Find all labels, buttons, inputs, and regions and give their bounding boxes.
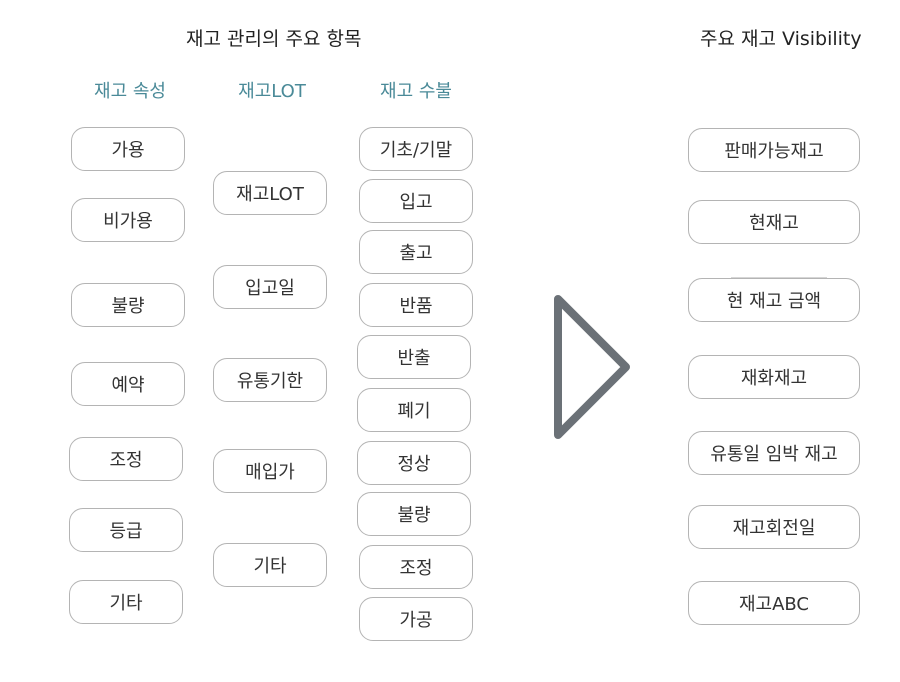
visibility-item: 현 재고 금액 [688,278,860,322]
attribute-item: 예약 [71,362,185,406]
visibility-item: 재고ABC [688,581,860,625]
flow-item: 정상 [357,441,471,485]
divider-line [731,277,827,278]
lot-item: 유통기한 [213,358,327,402]
flow-item: 불량 [357,492,471,536]
flow-item: 가공 [359,597,473,641]
flow-item: 조정 [359,545,473,589]
right-title: 주요 재고 Visibility [700,28,862,50]
attribute-item: 기타 [69,580,183,624]
visibility-item: 유통일 임박 재고 [688,431,860,475]
lot-item: 기타 [213,543,327,587]
flow-item: 출고 [359,230,473,274]
arrow-outline [554,295,630,439]
attribute-item: 가용 [71,127,185,171]
visibility-item: 재화재고 [688,355,860,399]
attributes-column-header: 재고 속성 [94,81,166,102]
flow-item: 기초/기말 [359,127,473,171]
flow-item: 반품 [359,283,473,327]
attribute-item: 조정 [69,437,183,481]
visibility-item: 판매가능재고 [688,128,860,172]
visibility-item: 현재고 [688,200,860,244]
visibility-item: 재고회전일 [688,505,860,549]
lot-column-header: 재고LOT [238,81,306,102]
flow-column-header: 재고 수불 [380,81,452,102]
attribute-item: 불량 [71,283,185,327]
flow-item: 반출 [357,335,471,379]
attribute-item: 비가용 [71,198,185,242]
left-title: 재고 관리의 주요 항목 [186,28,362,50]
attribute-item: 등급 [69,508,183,552]
chevron-right-icon [554,295,630,439]
flow-item: 폐기 [357,388,471,432]
lot-item: 입고일 [213,265,327,309]
lot-item: 재고LOT [213,171,327,215]
lot-item: 매입가 [213,449,327,493]
flow-item: 입고 [359,179,473,223]
